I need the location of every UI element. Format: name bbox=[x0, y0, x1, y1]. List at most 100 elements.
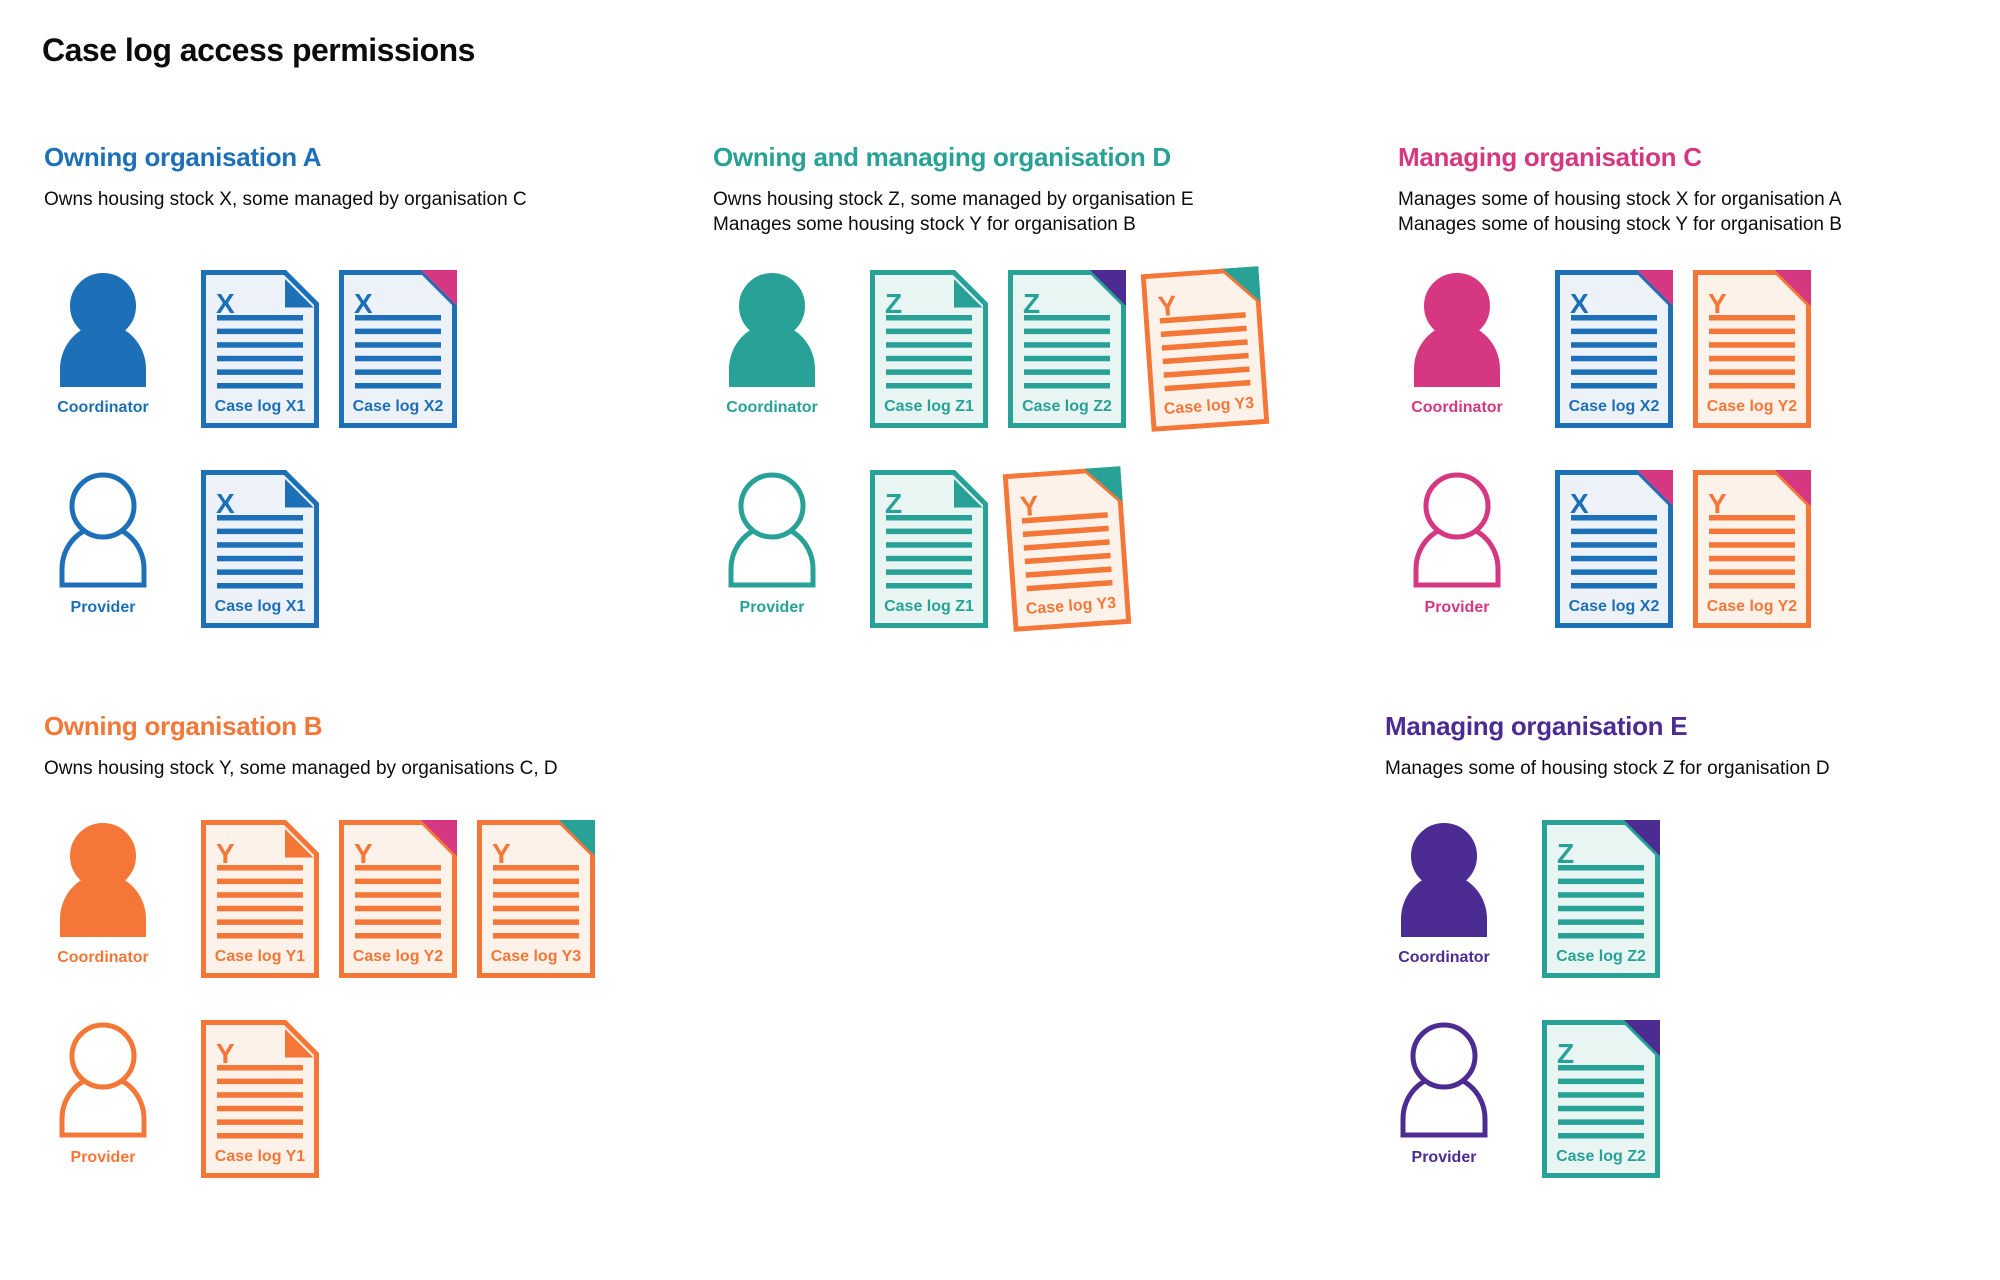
case-log-label: Case log Y2 bbox=[353, 948, 444, 965]
doc-text-line bbox=[217, 555, 303, 562]
doc-text-line bbox=[217, 315, 303, 321]
section-heading: Owning organisation B bbox=[44, 711, 323, 741]
section-description-line: Owns housing stock Y, some managed by or… bbox=[44, 758, 558, 779]
case-log-label: Case log Y3 bbox=[1025, 595, 1116, 618]
doc-text-line bbox=[355, 892, 441, 898]
fold-corner-icon bbox=[1637, 270, 1673, 306]
doc-text-line bbox=[1161, 339, 1248, 351]
stock-letter: Z bbox=[1557, 1038, 1574, 1069]
stock-letter: Y bbox=[1157, 290, 1178, 322]
section-org-c: Managing organisation C Manages some of … bbox=[1398, 140, 2000, 628]
section-description: Manages some of housing stock X for orga… bbox=[1398, 187, 2000, 237]
page-title: Case log access permissions bbox=[42, 32, 475, 68]
case-log-doc: Y Case log Y3 bbox=[1140, 266, 1270, 432]
doc-text-line bbox=[1164, 379, 1251, 392]
person-head bbox=[69, 472, 137, 540]
stock-letter: Z bbox=[885, 488, 902, 519]
doc-text-line bbox=[1571, 515, 1657, 521]
person-block: Coordinator bbox=[1393, 820, 1495, 967]
role-label: Provider bbox=[70, 599, 136, 616]
section-org-b: Owning organisation B Owns housing stock… bbox=[44, 709, 704, 1178]
doc-text-line bbox=[1162, 352, 1249, 365]
doc-text-line bbox=[1571, 328, 1657, 335]
stock-letter: Z bbox=[885, 288, 902, 319]
fold-corner-icon bbox=[1775, 270, 1811, 306]
doc-text-line bbox=[1558, 878, 1644, 885]
stock-letter: X bbox=[1570, 488, 1589, 519]
section-description-line: Owns housing stock Z, some managed by or… bbox=[713, 189, 1194, 210]
coordinator-person-icon bbox=[721, 270, 823, 393]
case-log-doc: Y Case log Y1 bbox=[201, 820, 319, 978]
case-log-label: Case log Z1 bbox=[884, 598, 974, 615]
doc-text-line bbox=[355, 865, 441, 871]
coordinator-person-icon bbox=[1393, 820, 1495, 943]
coordinator-person-icon bbox=[52, 270, 154, 393]
role-row: Provider X Case log X1 bbox=[44, 470, 319, 628]
role-label: Provider bbox=[1424, 599, 1490, 616]
role-label: Coordinator bbox=[57, 399, 149, 416]
case-log-doc: Z Case log Z1 bbox=[870, 470, 988, 628]
provider-person-icon bbox=[52, 1020, 154, 1143]
case-log-doc: Z Case log Z2 bbox=[1542, 1020, 1660, 1178]
section-description-line: Manages some of housing stock Z for orga… bbox=[1385, 758, 1830, 779]
docs-row: Z Case log Z2 bbox=[1542, 1020, 1660, 1178]
coordinator-person-icon bbox=[1406, 270, 1508, 393]
doc-text-line bbox=[1024, 328, 1110, 335]
doc-text-line bbox=[1709, 315, 1795, 321]
case-log-label: Case log Z2 bbox=[1556, 948, 1646, 965]
doc-text-line bbox=[217, 542, 303, 548]
doc-text-line bbox=[1558, 1078, 1644, 1085]
stock-letter: Y bbox=[1708, 288, 1727, 319]
case-log-label: Case log X2 bbox=[353, 398, 444, 415]
doc-text-line bbox=[1558, 1105, 1644, 1112]
doc-text-line bbox=[355, 878, 441, 885]
doc-text-line bbox=[1024, 383, 1110, 389]
stock-letter: X bbox=[216, 288, 235, 319]
stock-letter: Y bbox=[492, 838, 511, 869]
fold-corner-icon bbox=[285, 1029, 314, 1058]
doc-text-line bbox=[217, 933, 303, 939]
section-description: Owns housing stock Z, some managed by or… bbox=[713, 187, 1373, 237]
case-log-doc: Y Case log Y2 bbox=[1693, 470, 1811, 628]
doc-text-line bbox=[1025, 566, 1112, 578]
doc-text-line bbox=[217, 1078, 303, 1085]
docs-row: Z Case log Z1 Z Case log Z2 Y Case log Y… bbox=[870, 266, 1270, 432]
fold-corner-icon bbox=[559, 820, 595, 856]
doc-text-line bbox=[493, 878, 579, 885]
case-log-label: Case log Y1 bbox=[215, 1148, 306, 1165]
doc-text-line bbox=[217, 528, 303, 535]
person-block: Provider bbox=[1406, 470, 1508, 617]
doc-text-line bbox=[1571, 355, 1657, 362]
provider-person-icon bbox=[1393, 1020, 1495, 1143]
fold-corner-icon bbox=[1624, 820, 1660, 856]
doc-text-line bbox=[1159, 312, 1246, 324]
doc-text-line bbox=[886, 328, 972, 335]
doc-text-line bbox=[217, 1119, 303, 1125]
role-row: Provider Z Case log Z2 bbox=[1385, 1020, 1660, 1178]
doc-text-line bbox=[1571, 315, 1657, 321]
doc-text-line bbox=[1709, 328, 1795, 335]
docs-row: X Case log X2 Y Case log Y2 bbox=[1555, 270, 1811, 428]
docs-row: X Case log X2 Y Case log Y2 bbox=[1555, 470, 1811, 628]
doc-text-line bbox=[1558, 933, 1644, 939]
role-label: Provider bbox=[739, 599, 805, 616]
doc-text-line bbox=[1558, 1119, 1644, 1125]
docs-row: X Case log X1 bbox=[201, 470, 319, 628]
doc-text-line bbox=[1558, 1092, 1644, 1098]
provider-person-icon bbox=[1406, 470, 1508, 593]
doc-text-line bbox=[1160, 325, 1247, 338]
role-label: Provider bbox=[1411, 1149, 1477, 1166]
section-heading: Owning organisation A bbox=[44, 142, 322, 172]
role-row: Provider Y Case log Y1 bbox=[44, 1020, 319, 1178]
section-description: Manages some of housing stock Z for orga… bbox=[1385, 756, 2000, 781]
role-label: Coordinator bbox=[1411, 399, 1503, 416]
role-row: Provider X Case log X2 Y Case log Y2 bbox=[1398, 470, 1811, 628]
doc-text-line bbox=[1571, 542, 1657, 548]
doc-text-line bbox=[493, 892, 579, 898]
person-head bbox=[1410, 1022, 1478, 1090]
role-row: Coordinator X Case log X2 Y Case log Y2 bbox=[1398, 270, 1811, 428]
person-head bbox=[738, 472, 806, 540]
doc-text-line bbox=[1022, 525, 1109, 538]
stock-letter: Y bbox=[1019, 490, 1040, 522]
person-block: Coordinator bbox=[52, 270, 154, 417]
